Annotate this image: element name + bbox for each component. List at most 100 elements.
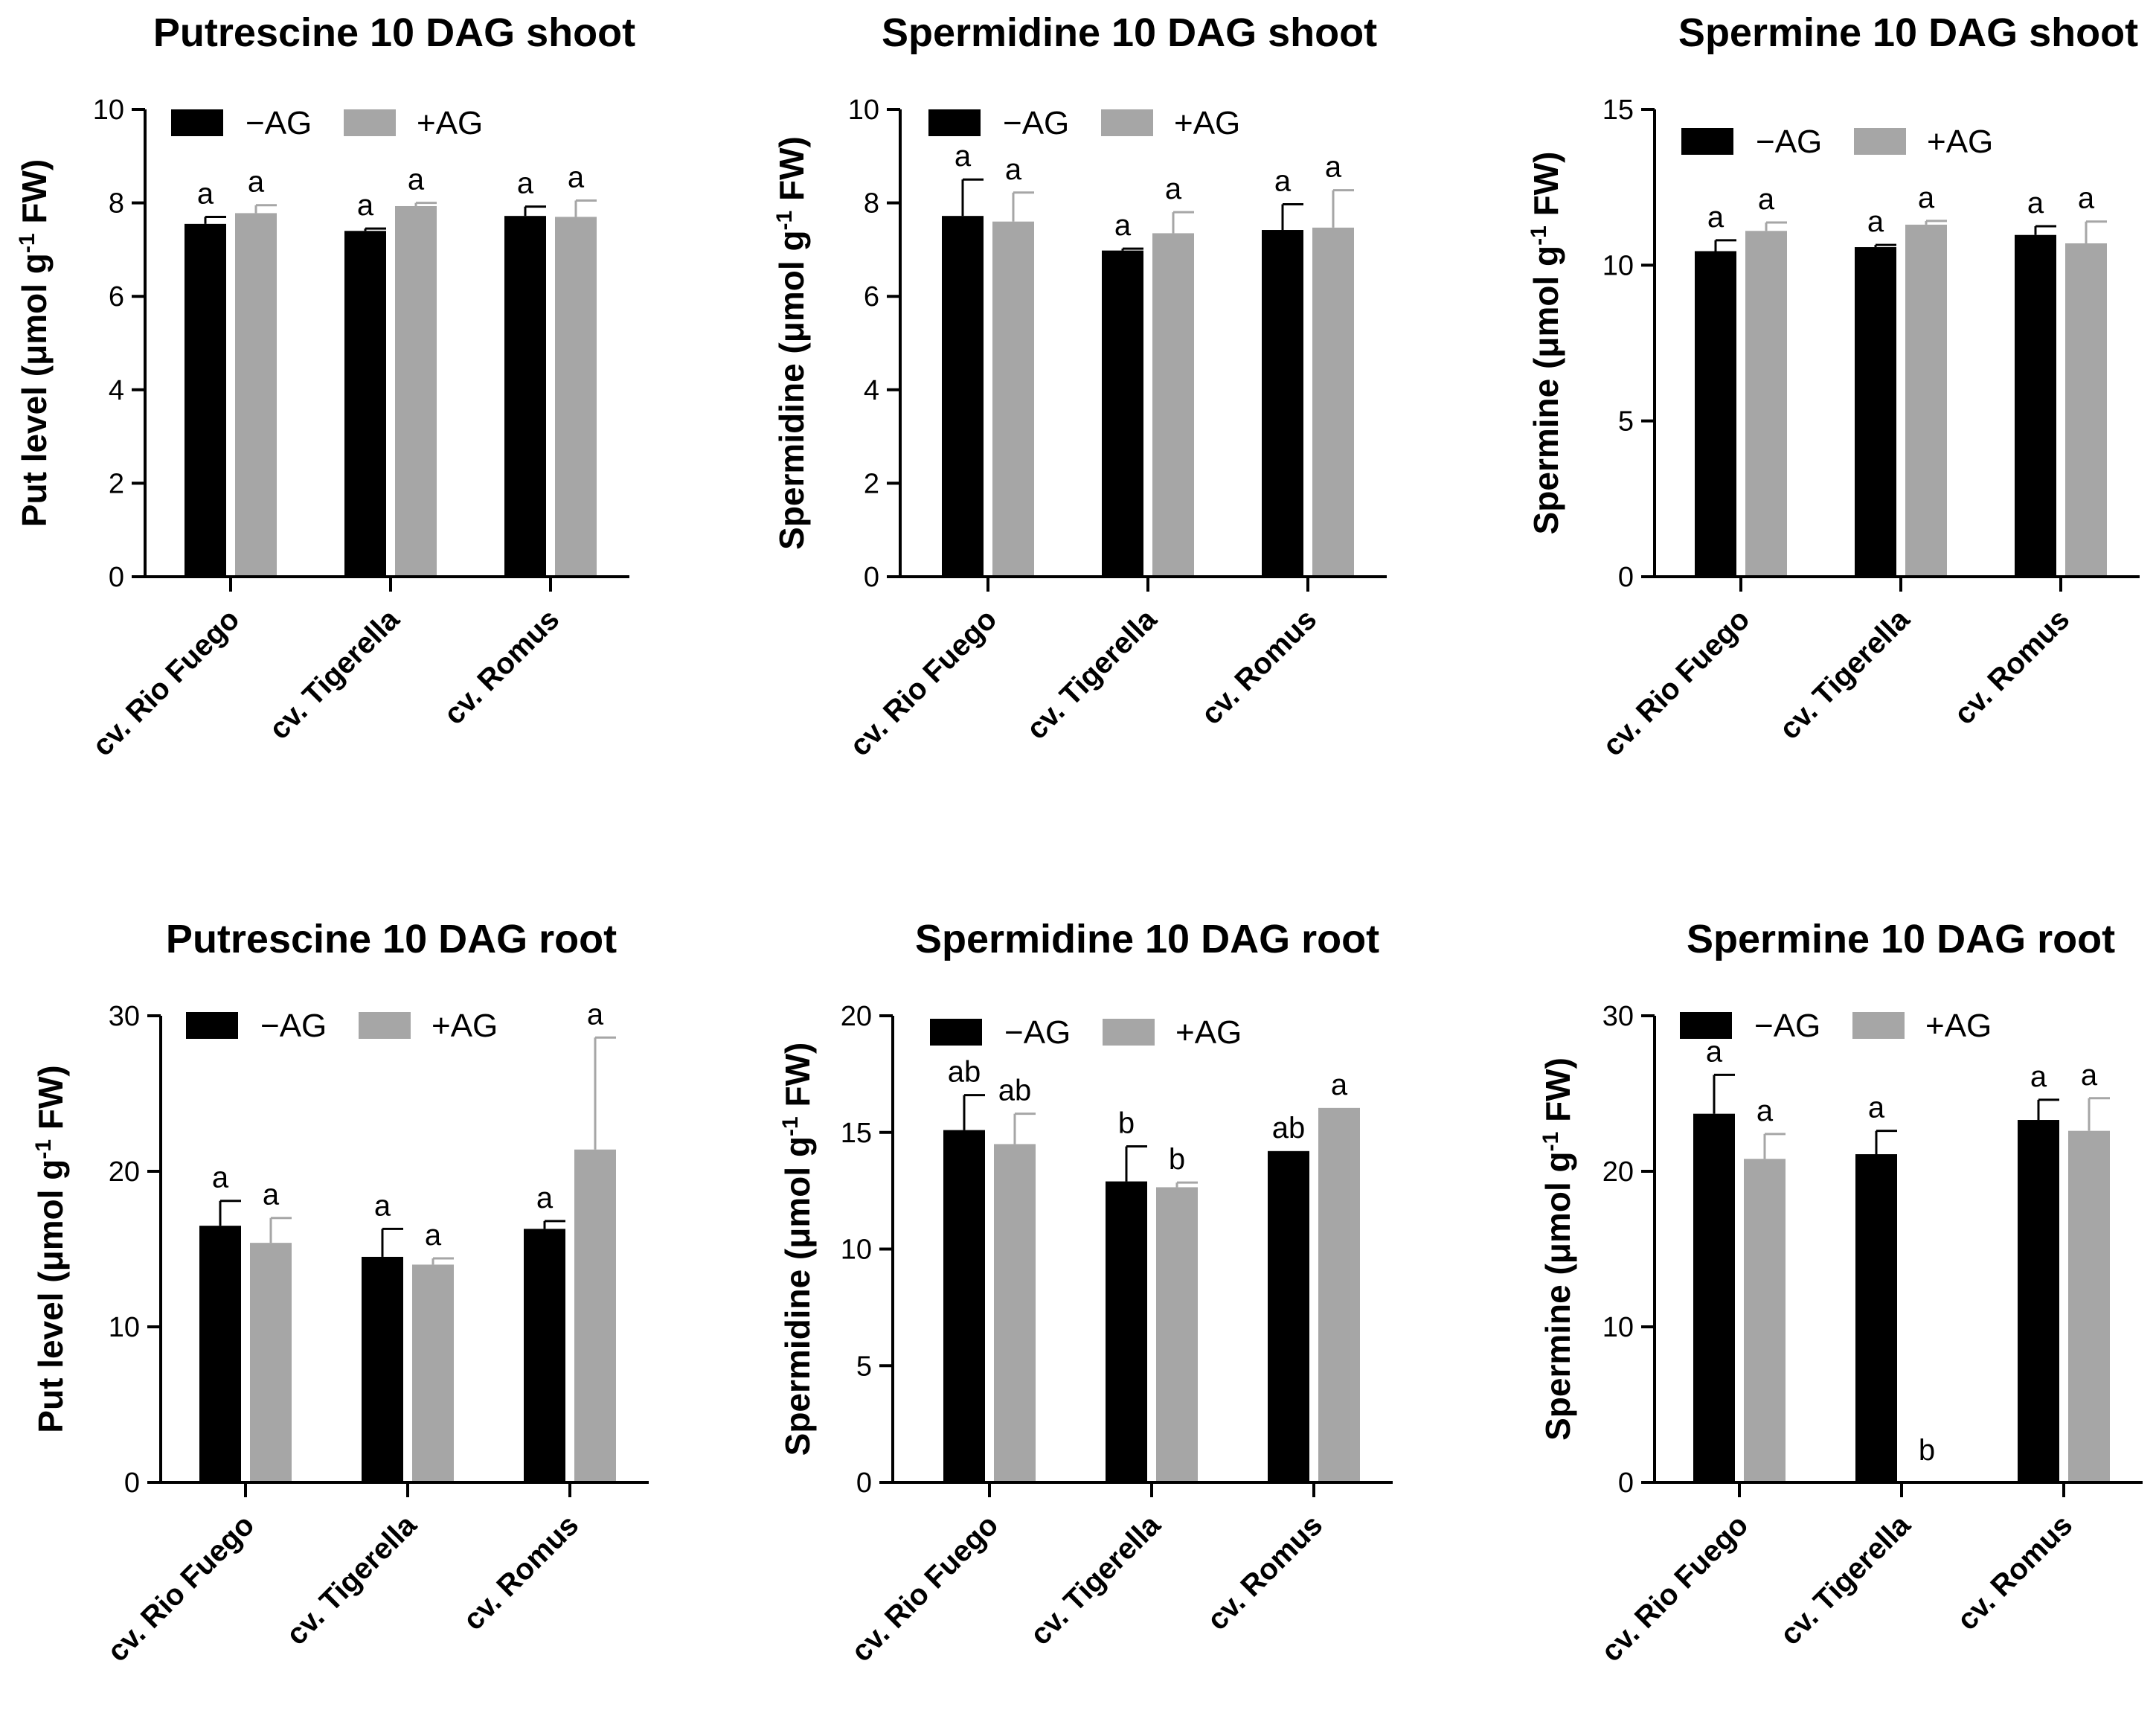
bar: [2068, 1130, 2110, 1482]
legend-swatch-plus-ag: [1852, 1012, 1905, 1039]
y-tick-label: 0: [109, 562, 124, 593]
x-tick-label: cv. Rio Fuego: [1597, 603, 1756, 762]
x-tick-label: cv. Rio Fuego: [1595, 1508, 1754, 1668]
significance-letter: a: [197, 177, 214, 210]
significance-letter: a: [374, 1189, 391, 1222]
bar: [1268, 1150, 1309, 1482]
legend-label-plus-ag: +AG: [1927, 124, 1993, 160]
bar: [1262, 230, 1303, 577]
bar: [504, 216, 546, 577]
legend-swatch-minus-ag: [1680, 1012, 1732, 1039]
significance-letter: a: [1706, 1035, 1723, 1068]
significance-letter: a: [568, 161, 585, 193]
significance-letter: a: [1165, 173, 1182, 205]
significance-letter: a: [1756, 1095, 1774, 1127]
legend-swatch-plus-ag: [1103, 1019, 1155, 1046]
y-tick-label: 0: [1618, 1467, 1634, 1499]
bar: [1318, 1107, 1360, 1482]
significance-letter: a: [1868, 1092, 1885, 1124]
x-tick-label: cv. Romus: [457, 1508, 585, 1636]
bar: [362, 1256, 403, 1482]
chart-panel: Putrescine 10 DAG shoot Put level (μmol g…: [15, 10, 635, 763]
y-tick-label: 30: [109, 1001, 140, 1032]
chart-panel: Spermine 10 DAG root Spermine (μmol g-1 F…: [1539, 917, 2143, 1668]
significance-letter: a: [1918, 182, 1935, 214]
legend-label-minus-ag: −AG: [260, 1008, 327, 1044]
significance-letter: a: [2030, 1060, 2047, 1093]
bar: [943, 1130, 985, 1482]
y-axis-label: Spermine (μmol g-1 FW): [1539, 1057, 1577, 1441]
y-tick-label: 4: [864, 375, 879, 406]
y-tick-label: 20: [841, 1001, 872, 1032]
x-tick-label: cv. Rio Fuego: [101, 1508, 260, 1668]
y-tick-label: 2: [109, 468, 124, 499]
significance-letter: a: [2081, 1059, 2098, 1092]
significance-letter: ab: [1272, 1112, 1306, 1145]
y-tick-label: 10: [109, 1312, 140, 1343]
chart-title: Spermine 10 DAG root: [1687, 917, 2115, 961]
legend-label-minus-ag: −AG: [1754, 1008, 1820, 1044]
y-tick-label: 10: [1602, 1312, 1634, 1343]
bar: [1855, 1154, 1897, 1482]
x-tick-label: cv. Romus: [1948, 603, 2076, 731]
x-tick-label: cv. Romus: [1195, 603, 1323, 731]
legend-swatch-minus-ag: [1681, 128, 1733, 155]
legend-swatch-minus-ag: [928, 109, 981, 136]
significance-letter: a: [1758, 183, 1775, 216]
y-tick-label: 10: [1602, 250, 1634, 281]
x-tick-label: cv. Tigerella: [1024, 1508, 1167, 1652]
bar: [1693, 1113, 1735, 1482]
bar: [1106, 1181, 1147, 1482]
legend-label-minus-ag: −AG: [1004, 1014, 1071, 1051]
significance-letter: a: [1331, 1069, 1348, 1101]
bar: [1744, 1159, 1786, 1482]
bar: [185, 223, 226, 577]
bar: [942, 216, 984, 577]
significance-letter: a: [587, 998, 604, 1031]
significance-letter: a: [1005, 153, 1022, 186]
y-tick-label: 0: [124, 1467, 140, 1499]
legend-label-plus-ag: +AG: [1175, 1014, 1242, 1051]
y-tick-label: 30: [1602, 1001, 1634, 1032]
bar: [1102, 250, 1143, 577]
significance-letter: a: [955, 140, 972, 173]
bar: [412, 1264, 454, 1482]
significance-letter: ab: [948, 1056, 981, 1089]
significance-letter: a: [263, 1179, 280, 1211]
significance-letter: a: [536, 1182, 554, 1214]
x-tick-label: cv. Tigerella: [280, 1508, 423, 1652]
bar: [555, 217, 597, 577]
x-tick-label: cv. Tigerella: [263, 603, 406, 746]
significance-letter: a: [1274, 164, 1292, 197]
legend-label-minus-ag: −AG: [246, 105, 312, 141]
y-tick-label: 15: [841, 1118, 872, 1149]
bar: [199, 1226, 241, 1482]
y-tick-label: 0: [864, 562, 879, 593]
bar: [1312, 227, 1354, 577]
legend-label-plus-ag: +AG: [431, 1008, 498, 1044]
legend-label-plus-ag: +AG: [1174, 105, 1240, 141]
chart-panel: Putrescine 10 DAG root Put level (μmol g-…: [31, 917, 649, 1668]
significance-letter: a: [425, 1219, 442, 1252]
legend-swatch-minus-ag: [186, 1012, 238, 1039]
x-tick-label: cv. Romus: [437, 603, 565, 731]
chart-title: Putrescine 10 DAG root: [166, 917, 617, 961]
y-tick-label: 10: [93, 95, 124, 126]
y-tick-label: 8: [109, 188, 124, 220]
significance-letter: a: [357, 189, 374, 222]
y-tick-label: 0: [1618, 562, 1634, 593]
significance-letter: a: [248, 166, 265, 199]
y-tick-label: 10: [841, 1235, 872, 1266]
legend-swatch-minus-ag: [930, 1019, 982, 1046]
x-tick-label: cv. Romus: [1951, 1508, 2079, 1636]
bar: [235, 213, 277, 577]
x-tick-label: cv. Tigerella: [1774, 1508, 1917, 1652]
chart-panel: Spermidine 10 DAG shoot Spermidine (μmol …: [772, 10, 1387, 763]
significance-letter: a: [212, 1162, 229, 1194]
significance-letter: ab: [998, 1075, 1032, 1107]
y-tick-label: 20: [109, 1156, 140, 1188]
bar: [250, 1243, 292, 1482]
chart-panel: Spermidine 10 DAG root Spermidine (μmol g…: [778, 917, 1393, 1668]
legend-swatch-plus-ag: [344, 109, 396, 136]
chart-panel: Spermine 10 DAG shoot Spermine (μmol g-1 …: [1527, 10, 2140, 763]
